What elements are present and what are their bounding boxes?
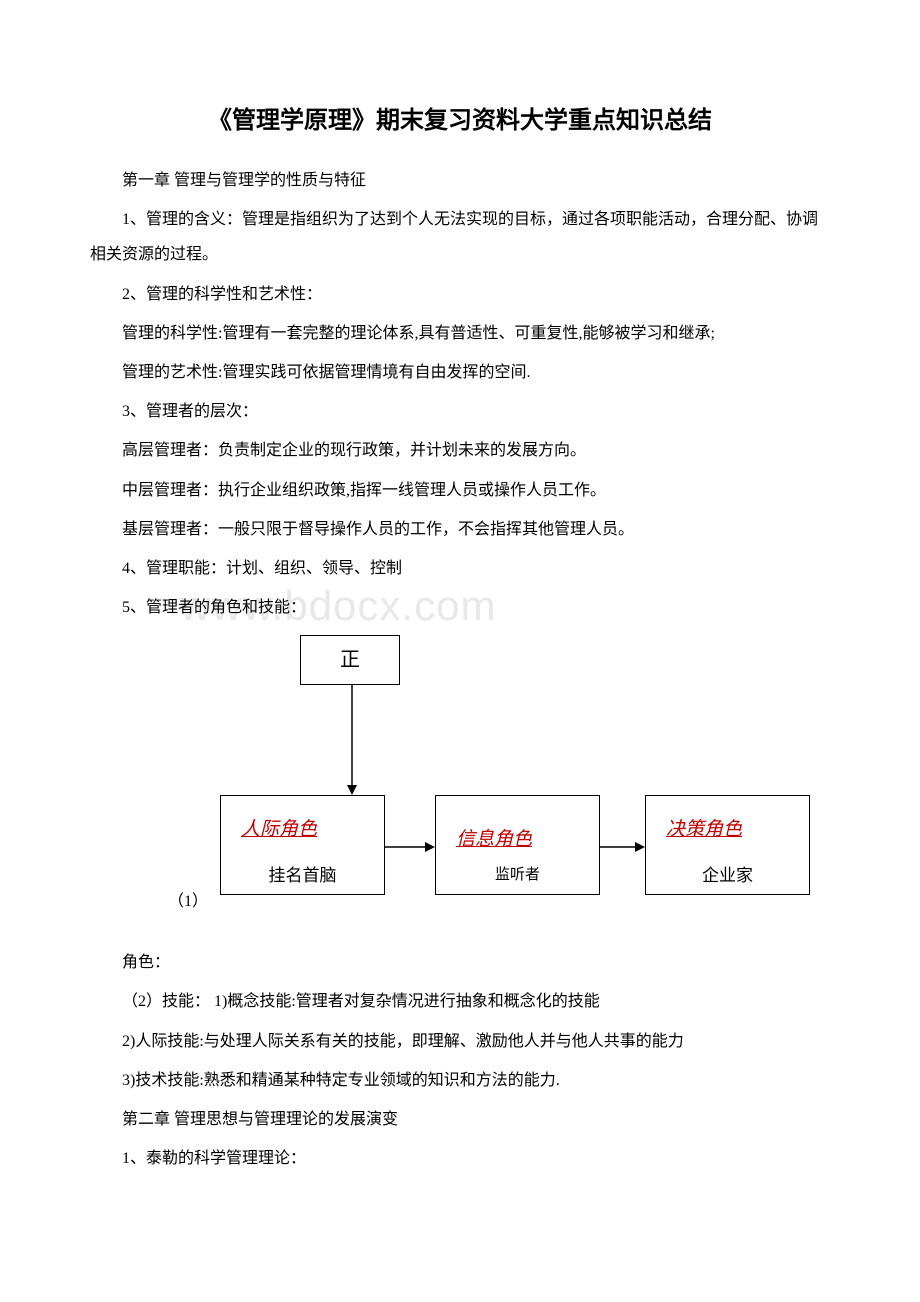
arrow-right-2-icon: [600, 840, 647, 854]
paragraph-2b: 管理的艺术性:管理实践可依据管理情境有自由发挥的空间.: [90, 355, 830, 390]
arrow-right-1-icon: [385, 840, 437, 854]
role-diagram: 正 人际角色 挂名首脑 信息角色 监听者 决策角色 企业家 （1）: [140, 635, 840, 935]
chapter2-heading: 第二章 管理思想与管理理论的发展演变: [90, 1102, 830, 1137]
paragraph-role: 角色：: [90, 945, 830, 980]
paragraph-6b: 3)技术技能:熟悉和精通某种特定专业领域的知识和方法的能力.: [90, 1063, 830, 1098]
paragraph-7: 1、泰勒的科学管理理论：: [90, 1141, 830, 1176]
paragraph-3c: 基层管理者：一般只限于督导操作人员的工作，不会指挥其他管理人员。: [90, 512, 830, 547]
paragraph-4: 4、管理职能：计划、组织、领导、控制: [90, 551, 830, 586]
page-title: 《管理学原理》期末复习资料大学重点知识总结: [90, 100, 830, 135]
arrow-down-icon: [345, 685, 359, 797]
diagram-node-2: 信息角色 监听者: [435, 795, 600, 895]
role-sub-3: 企业家: [646, 841, 809, 886]
number-label-1: （1）: [168, 887, 208, 911]
paragraph-2a: 管理的科学性:管理有一套完整的理论体系,具有普适性、可重复性,能够被学习和继承;: [90, 316, 830, 351]
paragraph-1: 1、管理的含义：管理是指组织为了达到个人无法实现的目标，通过各项职能活动，合理分…: [90, 202, 830, 272]
diagram-node-3: 决策角色 企业家: [645, 795, 810, 895]
role-link-3: 决策角色: [646, 796, 809, 841]
diagram-top-box: 正: [300, 635, 400, 685]
paragraph-6a: 2)人际技能:与处理人际关系有关的技能，即理解、激励他人并与他人共事的能力: [90, 1024, 830, 1059]
paragraph-6: （2）技能： 1)概念技能:管理者对复杂情况进行抽象和概念化的技能: [90, 984, 830, 1019]
paragraph-3: 3、管理者的层次：: [90, 394, 830, 429]
chapter1-heading: 第一章 管理与管理学的性质与特征: [90, 163, 830, 198]
role-sub-1: 挂名首脑: [221, 841, 384, 886]
role-link-1: 人际角色: [221, 796, 384, 841]
role-sub-2: 监听者: [436, 851, 599, 884]
paragraph-3a: 高层管理者：负责制定企业的现行政策，并计划未来的发展方向。: [90, 433, 830, 468]
paragraph-3b: 中层管理者：执行企业组织政策,指挥一线管理人员或操作人员工作。: [90, 473, 830, 508]
diagram-node-1: 人际角色 挂名首脑: [220, 795, 385, 895]
paragraph-5: 5、管理者的角色和技能：: [90, 590, 830, 625]
paragraph-2: 2、管理的科学性和艺术性：: [90, 277, 830, 312]
role-link-2: 信息角色: [436, 796, 599, 851]
